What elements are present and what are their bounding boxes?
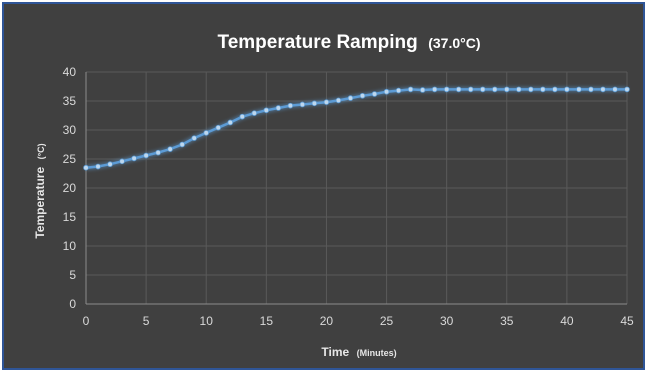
data-point	[455, 86, 462, 93]
data-point	[467, 86, 474, 93]
x-tick-labels: 0 5 10 15 20 25 30 35 40 45	[83, 314, 634, 328]
data-point	[299, 101, 306, 108]
y-tick-label: 35	[63, 94, 77, 108]
data-point	[419, 87, 426, 93]
grid-lines	[86, 71, 628, 304]
data-point	[119, 158, 125, 165]
data-point	[83, 164, 89, 171]
x-tick-label: 35	[500, 314, 514, 328]
data-point	[431, 86, 438, 93]
data-point	[335, 97, 342, 104]
data-point	[107, 161, 113, 168]
y-tick-label: 10	[63, 239, 77, 253]
y-tick-label: 20	[63, 181, 77, 195]
data-point	[528, 86, 534, 93]
x-tick-label: 30	[440, 314, 454, 328]
x-axis-unit: (Minutes)	[357, 348, 397, 358]
data-point	[383, 88, 390, 95]
x-tick-label: 15	[260, 314, 274, 328]
x-axis-label: Time	[321, 345, 349, 359]
data-point	[407, 86, 414, 93]
data-point	[371, 91, 378, 97]
data-point	[95, 163, 101, 170]
data-point	[287, 102, 294, 109]
chart-title-suffix: (37.0°C)	[428, 35, 480, 51]
data-point	[239, 113, 246, 120]
data-point	[515, 86, 522, 93]
y-tick-label: 5	[69, 268, 76, 282]
data-point	[251, 110, 258, 116]
x-tick-label: 20	[320, 314, 334, 328]
y-axis-label: Temperature	[33, 167, 47, 239]
line-chart: Temperature Ramping (37.0°C) 0 5 10 15 20 25 3…	[31, 32, 634, 360]
data-point	[552, 86, 558, 93]
chart-title-main: Temperature Ramping	[218, 32, 418, 53]
x-tick-label: 45	[620, 314, 634, 328]
chart-title: Temperature Ramping (37.0°C)	[218, 32, 481, 53]
x-tick-label: 25	[380, 314, 394, 328]
x-tick-label: 5	[143, 314, 150, 328]
chart-frame: Temperature Ramping (37.0°C) 0 5 10 15 20 25 3…	[2, 2, 645, 370]
data-point	[215, 124, 222, 131]
data-point	[347, 95, 354, 101]
data-point	[588, 86, 594, 93]
y-tick-label: 30	[63, 123, 77, 137]
data-point	[503, 86, 510, 93]
axes	[85, 72, 627, 305]
data-point	[540, 86, 546, 93]
series-line	[85, 88, 627, 169]
data-point	[143, 152, 149, 159]
y-tick-label: 25	[63, 152, 77, 166]
data-point	[359, 92, 366, 99]
x-tick-label: 40	[560, 314, 574, 328]
data-point	[323, 99, 330, 105]
x-tick-label: 0	[83, 314, 90, 328]
data-point	[275, 105, 282, 111]
data-point	[167, 146, 173, 152]
data-point	[624, 86, 630, 93]
data-point	[191, 135, 198, 141]
data-point	[491, 86, 498, 93]
data-point	[443, 86, 450, 93]
x-axis-title: Time (Minutes)	[321, 343, 396, 360]
y-tick-labels: 0 5 10 15 20 25 30 35 40	[63, 65, 77, 311]
y-axis-unit: (°C)	[36, 143, 46, 159]
x-tick-label: 10	[200, 314, 214, 328]
data-point	[395, 87, 402, 94]
data-point	[179, 141, 185, 148]
data-point	[612, 86, 618, 93]
data-point	[227, 119, 234, 126]
data-point	[600, 86, 606, 93]
y-tick-label: 0	[69, 297, 76, 311]
data-point	[155, 149, 161, 156]
data-point	[479, 86, 486, 93]
data-point	[263, 107, 270, 114]
series-temperature	[83, 86, 630, 171]
data-point	[311, 100, 318, 107]
data-point	[576, 86, 582, 93]
data-point	[203, 130, 210, 136]
y-tick-label: 15	[63, 210, 77, 224]
data-point	[131, 155, 137, 162]
y-tick-label: 40	[63, 65, 77, 79]
data-point	[564, 86, 570, 93]
y-axis-title: Temperature (°C)	[31, 143, 48, 238]
